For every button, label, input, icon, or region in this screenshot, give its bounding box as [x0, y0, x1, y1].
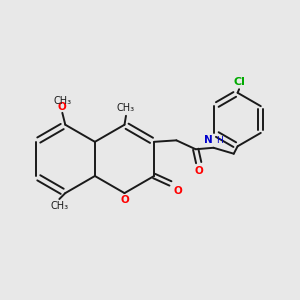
- Text: CH₃: CH₃: [117, 103, 135, 113]
- Text: O: O: [194, 166, 203, 176]
- Text: CH₃: CH₃: [50, 200, 68, 211]
- Text: O: O: [120, 196, 129, 206]
- Text: O: O: [173, 186, 182, 197]
- Text: CH₃: CH₃: [53, 96, 71, 106]
- Text: H: H: [216, 136, 223, 146]
- Text: Cl: Cl: [233, 77, 245, 87]
- Text: N: N: [204, 135, 213, 146]
- Text: O: O: [58, 102, 67, 112]
